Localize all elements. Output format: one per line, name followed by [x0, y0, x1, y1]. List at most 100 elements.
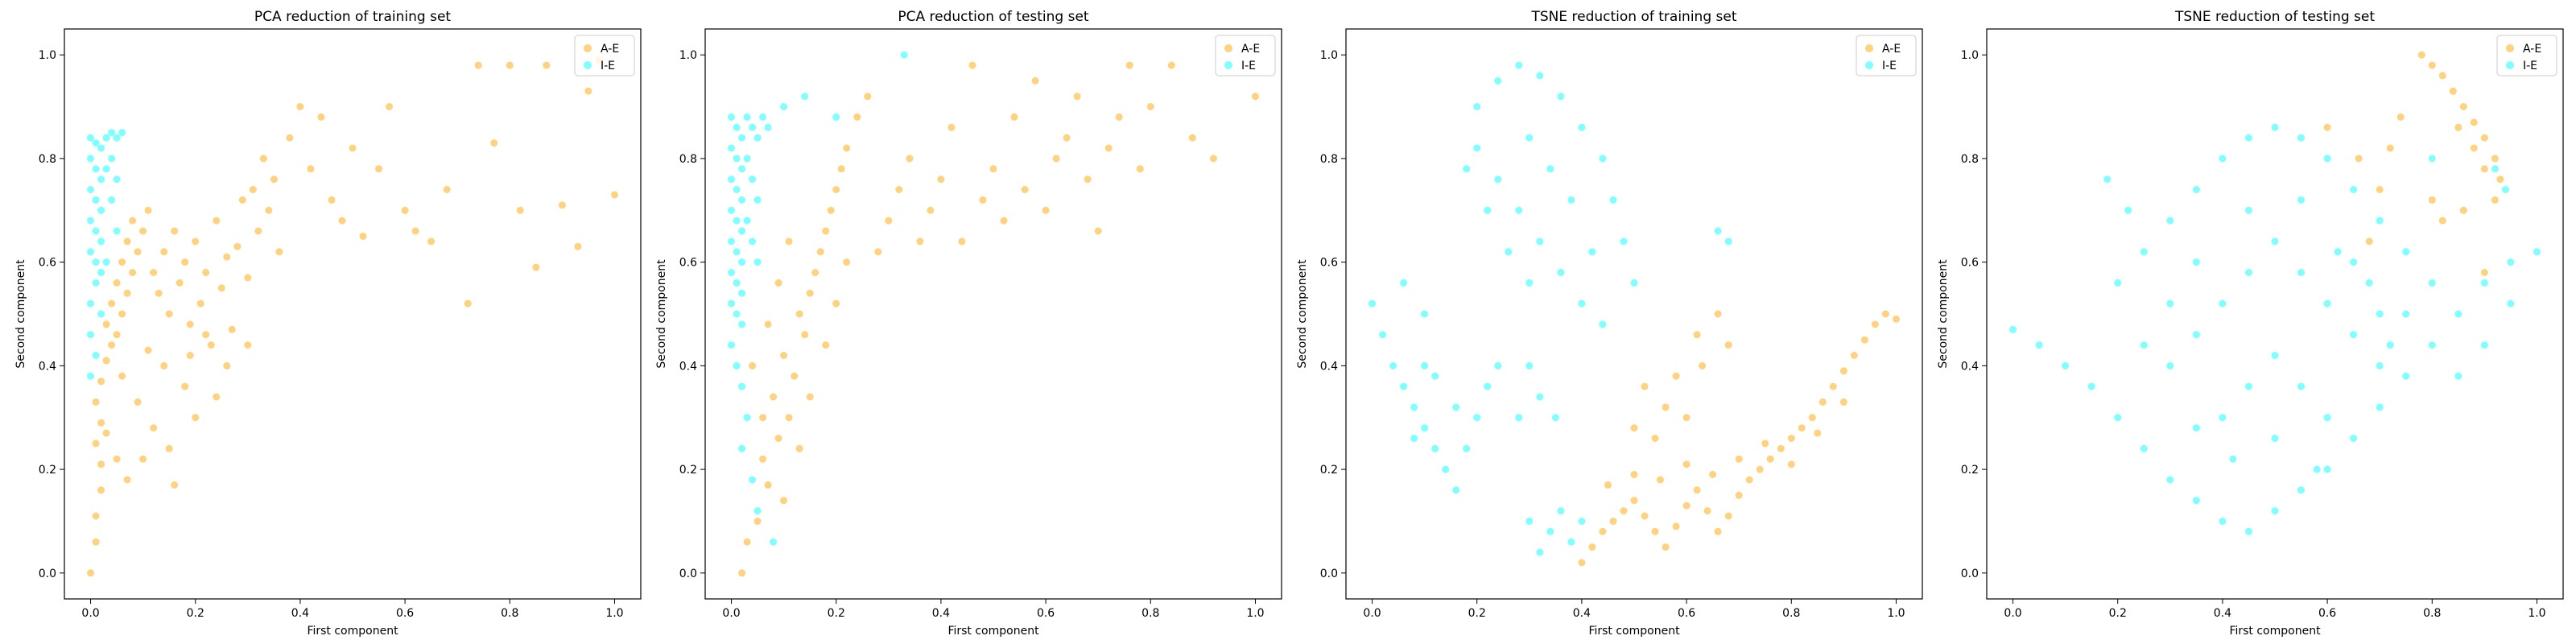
data-point-a-e [2491, 155, 2499, 163]
data-point-i-e [1557, 507, 1565, 515]
y-axis-label: Second component [1937, 259, 1950, 369]
data-point-a-e [102, 429, 110, 437]
data-point-a-e [223, 361, 231, 369]
data-point-i-e [728, 341, 735, 349]
legend-marker-i-e [1865, 61, 1873, 69]
y-axis-label: Second component [1296, 259, 1309, 369]
data-point-a-e [265, 206, 273, 214]
axes-frame [704, 28, 1282, 600]
data-point-a-e [906, 155, 914, 163]
data-point-i-e [2009, 325, 2017, 333]
data-point-a-e [134, 398, 142, 406]
data-point-a-e [743, 538, 751, 546]
data-point-a-e [822, 341, 830, 349]
data-point-i-e [92, 165, 100, 173]
data-point-i-e [102, 134, 110, 142]
data-point-i-e [2323, 299, 2331, 308]
data-point-a-e [1808, 414, 1816, 422]
legend-label-i-e: I-E [1241, 60, 1256, 72]
data-point-a-e [134, 248, 142, 256]
data-point-i-e [87, 134, 94, 142]
data-point-i-e [2350, 435, 2358, 442]
data-point-i-e [87, 299, 94, 308]
axes-frame [1345, 28, 1923, 600]
data-point-i-e [1620, 237, 1628, 246]
data-point-i-e [900, 51, 908, 59]
data-point-a-e [543, 61, 551, 69]
data-point-i-e [1557, 269, 1565, 276]
data-point-i-e [113, 227, 121, 235]
data-point-a-e [822, 227, 830, 235]
data-point-i-e [92, 352, 100, 359]
data-point-i-e [2219, 518, 2227, 525]
data-point-i-e [1578, 299, 1586, 308]
data-point-i-e [1546, 165, 1554, 173]
y-tick-label: 0.2 [39, 464, 56, 477]
data-point-a-e [843, 258, 851, 266]
data-point-a-e [1588, 543, 1596, 551]
x-tick-label: 0.6 [1037, 607, 1055, 620]
data-point-a-e [139, 227, 147, 235]
x-tick-label: 1.0 [1246, 607, 1264, 620]
data-point-i-e [2166, 476, 2174, 484]
data-point-i-e [2480, 341, 2488, 349]
data-point-i-e [1515, 206, 1523, 214]
data-point-i-e [1599, 320, 1607, 328]
data-point-a-e [1839, 398, 1847, 406]
y-tick-label: 0.8 [1320, 153, 1338, 166]
subplot-4: 0.0 0.2 0.4 0.6 0.8 1.0 0.0 0.2 0.4 0.6 0.8 1.0 TSNE… [1937, 9, 2564, 638]
data-point-a-e [770, 393, 778, 401]
data-point-a-e [233, 242, 242, 250]
data-point-a-e [1881, 310, 1889, 318]
data-point-i-e [1421, 310, 1429, 318]
points-group [1368, 61, 1900, 567]
data-point-a-e [937, 175, 945, 184]
points-group [728, 51, 1259, 577]
data-point-a-e [1657, 476, 1664, 484]
data-point-i-e [832, 113, 840, 121]
y-tick-label: 0.0 [1320, 568, 1338, 580]
y-tick-label: 0.0 [679, 568, 697, 580]
data-point-i-e [2454, 310, 2462, 318]
data-point-i-e [728, 237, 735, 246]
data-point-i-e [1442, 465, 1450, 473]
y-tick-label: 0.8 [679, 153, 697, 166]
data-point-i-e [753, 507, 762, 515]
data-point-i-e [2245, 269, 2252, 276]
data-point-a-e [1630, 424, 1638, 432]
data-point-i-e [733, 217, 741, 225]
data-point-a-e [97, 419, 105, 427]
data-point-a-e [2438, 72, 2446, 80]
points-group [2009, 51, 2541, 535]
data-point-a-e [92, 398, 100, 406]
data-point-i-e [97, 237, 105, 246]
legend-label-a-e: A-E [1882, 43, 1901, 56]
legend-label-a-e: A-E [1241, 43, 1260, 56]
data-point-a-e [1709, 471, 1717, 478]
x-tick-label: 1.0 [1887, 607, 1905, 620]
x-tick-label: 0.8 [501, 607, 518, 620]
data-point-a-e [165, 310, 173, 318]
x-tick-label: 0.6 [2318, 607, 2336, 620]
data-point-i-e [2297, 382, 2305, 390]
data-point-a-e [2396, 113, 2405, 121]
data-point-a-e [2365, 237, 2373, 246]
data-point-i-e [2166, 299, 2174, 308]
data-point-a-e [1609, 518, 1617, 525]
x-axis-label: First component [2229, 625, 2321, 638]
data-point-a-e [584, 87, 592, 95]
data-point-a-e [244, 341, 252, 349]
data-point-a-e [155, 289, 163, 297]
data-point-i-e [2350, 331, 2358, 339]
data-point-a-e [186, 352, 194, 359]
data-point-a-e [795, 444, 803, 452]
data-point-i-e [2062, 361, 2070, 369]
data-point-a-e [895, 186, 903, 193]
data-point-a-e [516, 206, 524, 214]
data-point-i-e [92, 227, 100, 235]
data-point-i-e [92, 139, 100, 147]
data-point-i-e [1599, 155, 1607, 163]
data-point-a-e [181, 382, 189, 390]
axes-frame [1986, 28, 2564, 600]
data-point-i-e [2507, 299, 2515, 308]
